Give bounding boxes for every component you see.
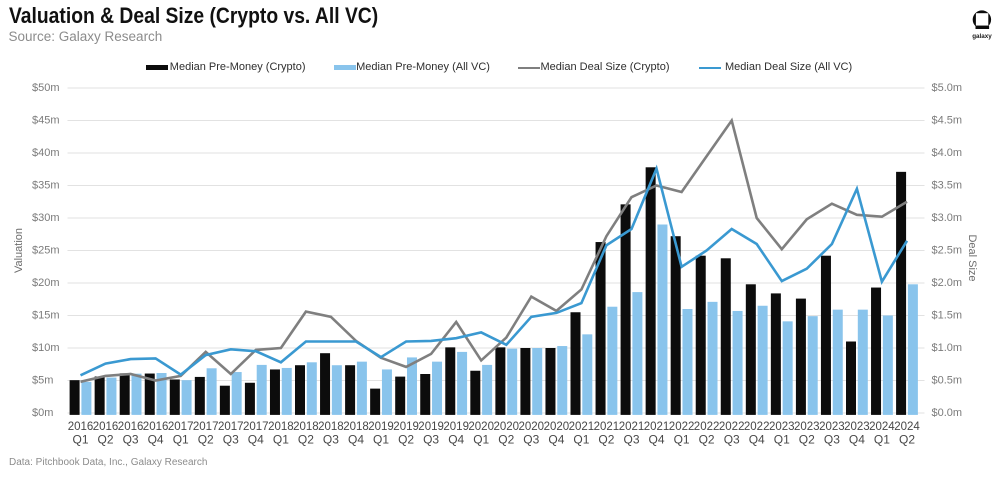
svg-text:$15m: $15m (32, 309, 60, 321)
svg-text:$4.5m: $4.5m (932, 114, 963, 126)
svg-text:$25m: $25m (32, 244, 60, 256)
svg-text:$3.5m: $3.5m (932, 179, 963, 191)
svg-text:$45m: $45m (32, 114, 60, 126)
svg-text:$30m: $30m (32, 212, 60, 224)
svg-text:$40m: $40m (32, 147, 60, 159)
svg-text:$0m: $0m (32, 407, 53, 419)
svg-text:$35m: $35m (32, 179, 60, 191)
svg-text:$1.5m: $1.5m (932, 309, 963, 321)
svg-text:$5m: $5m (32, 374, 53, 386)
svg-text:galaxy: galaxy (972, 33, 992, 40)
svg-text:$0.0m: $0.0m (932, 407, 963, 419)
svg-text:$10m: $10m (32, 342, 60, 354)
svg-text:Deal Size: Deal Size (966, 234, 978, 281)
svg-text:$2.0m: $2.0m (932, 277, 963, 289)
svg-text:$5.0m: $5.0m (932, 82, 963, 94)
svg-text:Valuation: Valuation (13, 228, 25, 273)
svg-text:$2.5m: $2.5m (932, 244, 963, 256)
svg-text:$4.0m: $4.0m (932, 147, 963, 159)
svg-text:$3.0m: $3.0m (932, 212, 963, 224)
svg-text:$0.5m: $0.5m (932, 374, 963, 386)
svg-text:$20m: $20m (32, 277, 60, 289)
svg-text:$50m: $50m (32, 82, 60, 94)
svg-text:$1.0m: $1.0m (932, 342, 963, 354)
